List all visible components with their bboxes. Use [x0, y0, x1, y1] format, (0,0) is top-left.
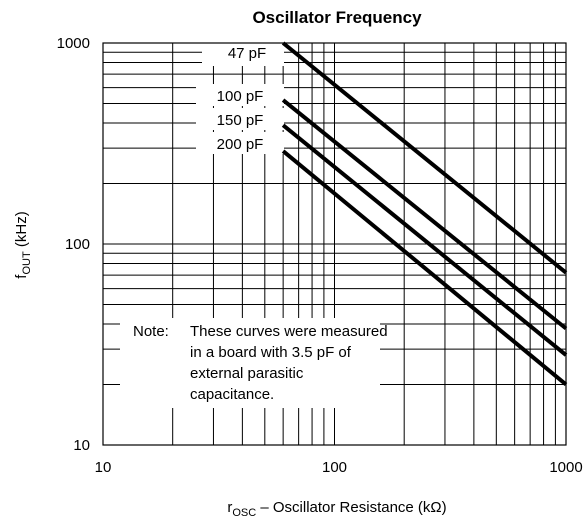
y-axis-label: fOUT (kHz): [13, 211, 33, 278]
note-lead: Note:: [133, 323, 169, 340]
note-mask: [120, 318, 380, 408]
y-tick-label: 1000: [57, 35, 90, 52]
x-tick-label: 10: [95, 459, 112, 476]
series-line-4: [281, 149, 568, 387]
label-mask: [202, 40, 284, 66]
note-line: external parasitic: [190, 365, 304, 382]
series-line-3: [281, 123, 568, 357]
x-tick-label: 100: [322, 459, 347, 476]
plot-frame: [102, 42, 567, 446]
curve-label: 100 pF: [217, 88, 264, 105]
curve-label: 150 pF: [217, 112, 264, 129]
note-line: in a board with 3.5 pF of: [190, 344, 352, 361]
note-line: These curves were measured: [190, 323, 388, 340]
series-lines: [281, 41, 568, 387]
chart-title: Oscillator Frequency: [252, 8, 422, 27]
x-axis-label: rOSC – Oscillator Resistance (kΩ): [227, 499, 446, 519]
label-masks: [120, 40, 380, 408]
series-line-1: [281, 41, 568, 275]
series-line-2: [281, 98, 568, 331]
y-tick-label: 10: [73, 437, 90, 454]
curve-label: 47 pF: [228, 45, 266, 62]
x-tick-label: 1000: [549, 459, 582, 476]
curve-label: 200 pF: [217, 136, 264, 153]
y-tick-label: 100: [65, 236, 90, 253]
label-mask: [196, 132, 284, 154]
tick-labels: 10 100 1000 10 100 1000: [57, 35, 583, 476]
curve-labels: 47 pF 100 pF 150 pF 200 pF: [217, 45, 267, 153]
note-line: capacitance.: [190, 386, 274, 403]
label-mask: [196, 84, 284, 106]
note-annotation: Note: These curves were measured in a boar…: [133, 323, 388, 403]
label-mask: [196, 108, 284, 130]
